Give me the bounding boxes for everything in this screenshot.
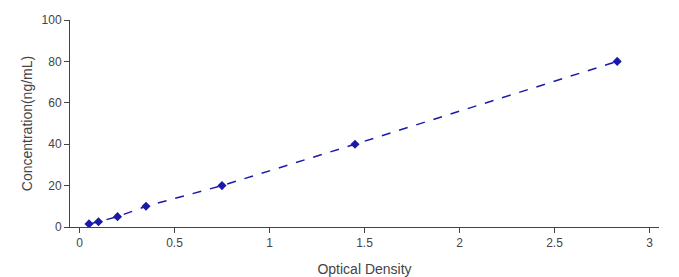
- svg-text:20: 20: [48, 179, 62, 193]
- svg-text:2: 2: [456, 236, 463, 250]
- svg-text:Concentration(ng/mL): Concentration(ng/mL): [19, 56, 35, 191]
- svg-text:80: 80: [48, 55, 62, 69]
- svg-text:1.5: 1.5: [356, 236, 373, 250]
- svg-text:40: 40: [48, 137, 62, 151]
- svg-text:100: 100: [42, 13, 62, 27]
- svg-text:60: 60: [48, 96, 62, 110]
- svg-text:3: 3: [646, 236, 653, 250]
- svg-text:1: 1: [266, 236, 273, 250]
- svg-text:0: 0: [76, 236, 83, 250]
- svg-text:0: 0: [55, 220, 62, 234]
- svg-text:Optical Density: Optical Density: [317, 261, 411, 277]
- svg-text:0.5: 0.5: [166, 236, 183, 250]
- svg-text:2.5: 2.5: [546, 236, 563, 250]
